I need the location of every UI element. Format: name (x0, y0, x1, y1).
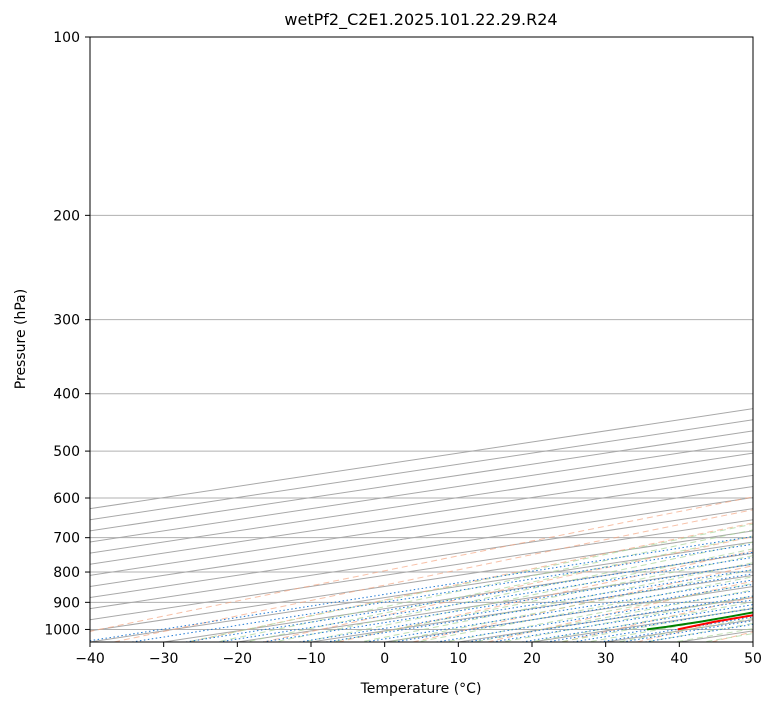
x-tick-label: 20 (523, 651, 541, 667)
moist-adiabat-line (214, 529, 753, 642)
dry-adiabat-line (412, 565, 753, 642)
isotherm-line (90, 508, 753, 610)
x-tick-label: 30 (597, 651, 615, 667)
chart-title: wetPf2_C2E1.2025.101.22.29.R24 (284, 10, 557, 30)
moist-adiabat-line (499, 595, 753, 642)
dry-adiabat-line (188, 522, 753, 642)
x-tick-label: 10 (449, 651, 467, 667)
isotherm-line (90, 485, 753, 587)
isotherm-line (90, 463, 753, 565)
mixing-ratio-line (365, 579, 753, 642)
mixing-ratio-line (394, 583, 753, 642)
y-tick-label: 800 (53, 565, 80, 581)
y-tick-label: 100 (53, 30, 80, 46)
x-tick-label: −30 (149, 651, 179, 667)
dry-adiabat-line (338, 550, 753, 642)
y-tick-label: 900 (53, 595, 80, 611)
y-tick-label: 600 (53, 491, 80, 507)
x-tick-label: 40 (670, 651, 688, 667)
y-tick-label: 500 (53, 444, 80, 460)
isotherm-line (90, 441, 753, 543)
moist-adiabat-line (357, 562, 753, 642)
y-axis-label: Pressure (hPa) (13, 289, 29, 389)
moist-adiabat-line (329, 555, 753, 642)
mixing-ratio-line (326, 573, 753, 642)
mixing-ratio-line (185, 551, 753, 642)
plot-frame (89, 36, 754, 643)
dry-adiabat-line (113, 509, 753, 642)
y-tick-label: 200 (53, 208, 80, 224)
x-tick-label: −40 (75, 651, 105, 667)
x-axis-label: Temperature (°C) (360, 681, 482, 697)
isotherm-line (752, 641, 753, 642)
mixing-ratio-line (299, 569, 753, 642)
y-tick-label: 1000 (44, 622, 80, 638)
moist-adiabat-line (243, 535, 753, 642)
plot-background (90, 37, 753, 642)
isotherm-line (90, 474, 753, 576)
x-tick-label: −20 (223, 651, 253, 667)
x-tick-label: 0 (380, 651, 389, 667)
axis-ticks: −40 −30 −20 −10 0 10 20 30 40 50 100 200 300 400 500 60… (44, 30, 762, 667)
isotherm-line (90, 497, 753, 599)
x-tick-label: 50 (744, 651, 762, 667)
y-tick-label: 400 (53, 387, 80, 403)
isotherm-line (90, 519, 753, 621)
moist-adiabat-line (184, 523, 753, 642)
isotherm-line (90, 452, 753, 554)
background-lines (90, 37, 753, 642)
dry-adiabat-line (562, 596, 753, 642)
moist-adiabat-line (442, 582, 753, 642)
moist-adiabat-line (414, 576, 753, 642)
x-tick-label: −10 (296, 651, 326, 667)
y-tick-label: 700 (53, 531, 80, 547)
isotherm-line (90, 530, 753, 632)
y-tick-label: 300 (53, 313, 80, 329)
